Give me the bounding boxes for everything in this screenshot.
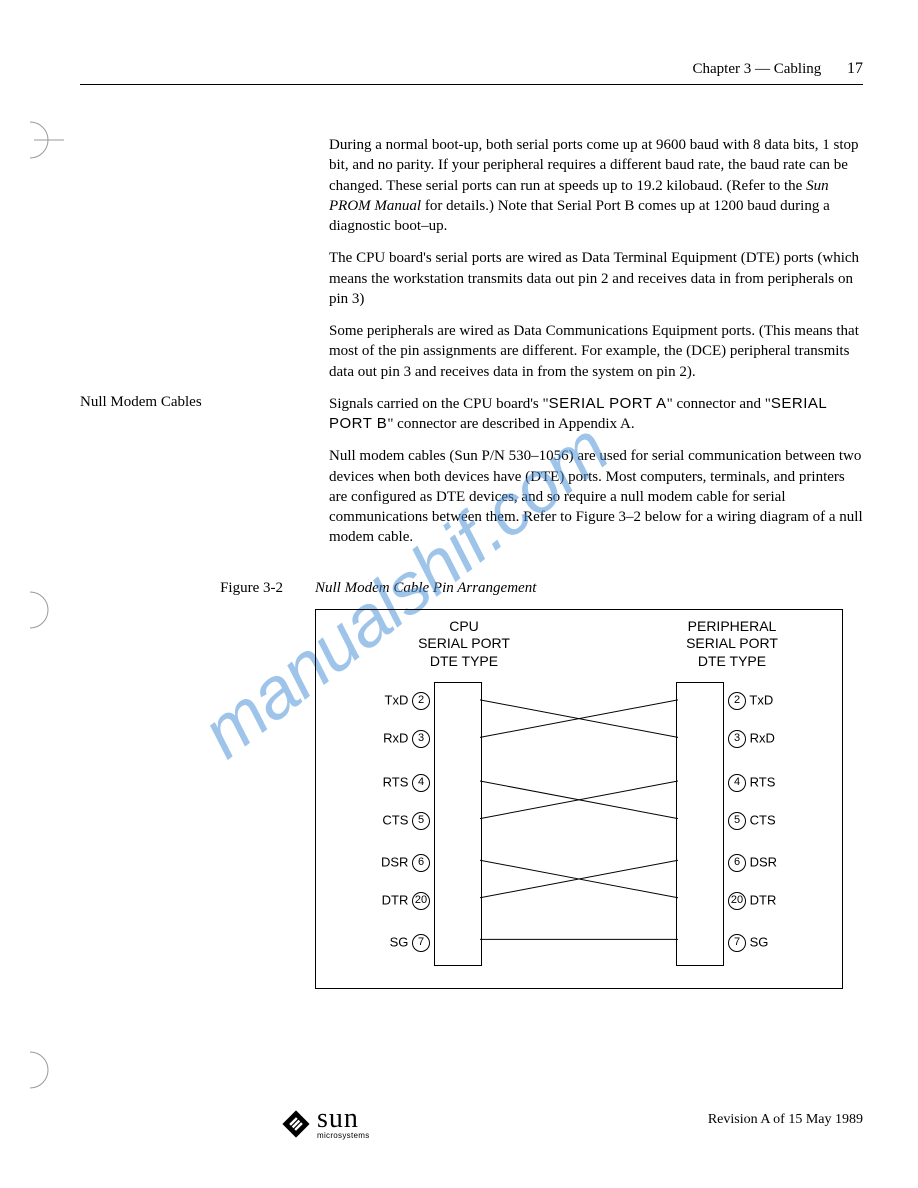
pin-label-left: RTS 4 — [376, 774, 430, 792]
paragraph-2: The CPU board's serial ports are wired a… — [329, 248, 863, 309]
binder-hole-icon — [28, 590, 68, 630]
pin-label-right: 7 SG — [728, 934, 812, 952]
main-text-column: During a normal boot-up, both serial por… — [329, 135, 863, 560]
binder-hole-icon — [28, 1050, 68, 1090]
paragraph-4: Signals carried on the CPU board's "SERI… — [329, 394, 863, 435]
figure-caption-row: Figure 3-2 Null Modem Cable Pin Arrangem… — [80, 580, 863, 597]
peripheral-port-header: PERIPHERALSERIAL PORTDTE TYPE — [672, 618, 792, 671]
pin-label-right: 3 RxD — [728, 730, 812, 748]
pin-label-left: RxD 3 — [376, 730, 430, 748]
paragraph-5: Null modem cables (Sun P/N 530–1056) are… — [329, 446, 863, 547]
pin-label-left: SG 7 — [376, 934, 430, 952]
wiring-diagram: CPUSERIAL PORTDTE TYPE PERIPHERALSERIAL … — [315, 609, 843, 989]
sun-logo-icon — [280, 1108, 312, 1140]
figure-title: Null Modem Cable Pin Arrangement — [315, 580, 536, 597]
logo-text-group: sun microsystems — [317, 1108, 370, 1139]
page-number: 17 — [847, 60, 863, 78]
figure-number: Figure 3-2 — [80, 580, 315, 597]
pin-label-left: TxD 2 — [376, 692, 430, 710]
cpu-port-header: CPUSERIAL PORTDTE TYPE — [404, 618, 524, 671]
pin-label-right: 20 DTR — [728, 892, 812, 910]
pin-label-right: 5 CTS — [728, 812, 812, 830]
chapter-label: Chapter 3 — Cabling — [693, 61, 822, 77]
pin-label-left: DTR 20 — [376, 892, 430, 910]
section-heading: Null Modem Cables — [80, 393, 315, 413]
peripheral-connector-box — [676, 682, 724, 966]
cpu-connector-box — [434, 682, 482, 966]
binder-hole-icon — [28, 120, 68, 160]
revision-footer: Revision A of 15 May 1989 — [708, 1112, 863, 1128]
document-page: manualshif.com Chapter 3 — Cabling 17 Nu… — [0, 0, 918, 1188]
left-margin-column: Null Modem Cables — [80, 135, 329, 560]
pin-label-left: CTS 5 — [376, 812, 430, 830]
logo-main-text: sun — [317, 1108, 370, 1130]
pin-label-right: 2 TxD — [728, 692, 812, 710]
pin-label-left: DSR 6 — [376, 854, 430, 872]
logo-sub-text: microsystems — [317, 1131, 370, 1140]
page-header: Chapter 3 — Cabling 17 — [80, 60, 863, 85]
wiring-lines — [480, 682, 678, 965]
pin-label-right: 6 DSR — [728, 854, 812, 872]
paragraph-1: During a normal boot-up, both serial por… — [329, 135, 863, 236]
paragraph-3: Some peripherals are wired as Data Commu… — [329, 321, 863, 382]
body-content: Null Modem Cables During a normal boot-u… — [80, 135, 863, 560]
sun-logo: sun microsystems — [280, 1108, 370, 1140]
pin-label-right: 4 RTS — [728, 774, 812, 792]
